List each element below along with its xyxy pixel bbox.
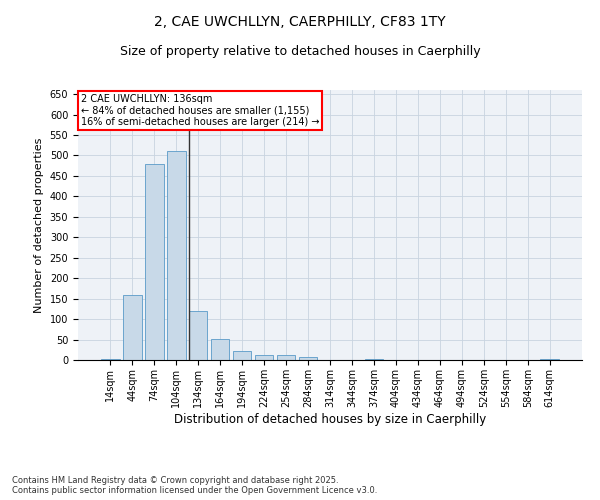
Bar xyxy=(189,311,208,360)
Bar xyxy=(541,359,559,360)
Bar xyxy=(233,351,251,360)
Text: 2 CAE UWCHLLYN: 136sqm
← 84% of detached houses are smaller (1,155)
16% of semi-: 2 CAE UWCHLLYN: 136sqm ← 84% of detached… xyxy=(80,94,319,127)
Text: Contains HM Land Registry data © Crown copyright and database right 2025.
Contai: Contains HM Land Registry data © Crown c… xyxy=(12,476,377,495)
Text: 2, CAE UWCHLLYN, CAERPHILLY, CF83 1TY: 2, CAE UWCHLLYN, CAERPHILLY, CF83 1TY xyxy=(154,15,446,29)
Bar xyxy=(123,294,142,360)
Bar xyxy=(255,355,274,360)
Text: Size of property relative to detached houses in Caerphilly: Size of property relative to detached ho… xyxy=(119,45,481,58)
X-axis label: Distribution of detached houses by size in Caerphilly: Distribution of detached houses by size … xyxy=(174,412,486,426)
Bar xyxy=(101,359,119,360)
Bar xyxy=(277,355,295,360)
Bar xyxy=(167,152,185,360)
Y-axis label: Number of detached properties: Number of detached properties xyxy=(34,138,44,312)
Bar xyxy=(145,164,164,360)
Bar xyxy=(211,338,229,360)
Bar xyxy=(299,356,317,360)
Bar xyxy=(365,359,383,360)
